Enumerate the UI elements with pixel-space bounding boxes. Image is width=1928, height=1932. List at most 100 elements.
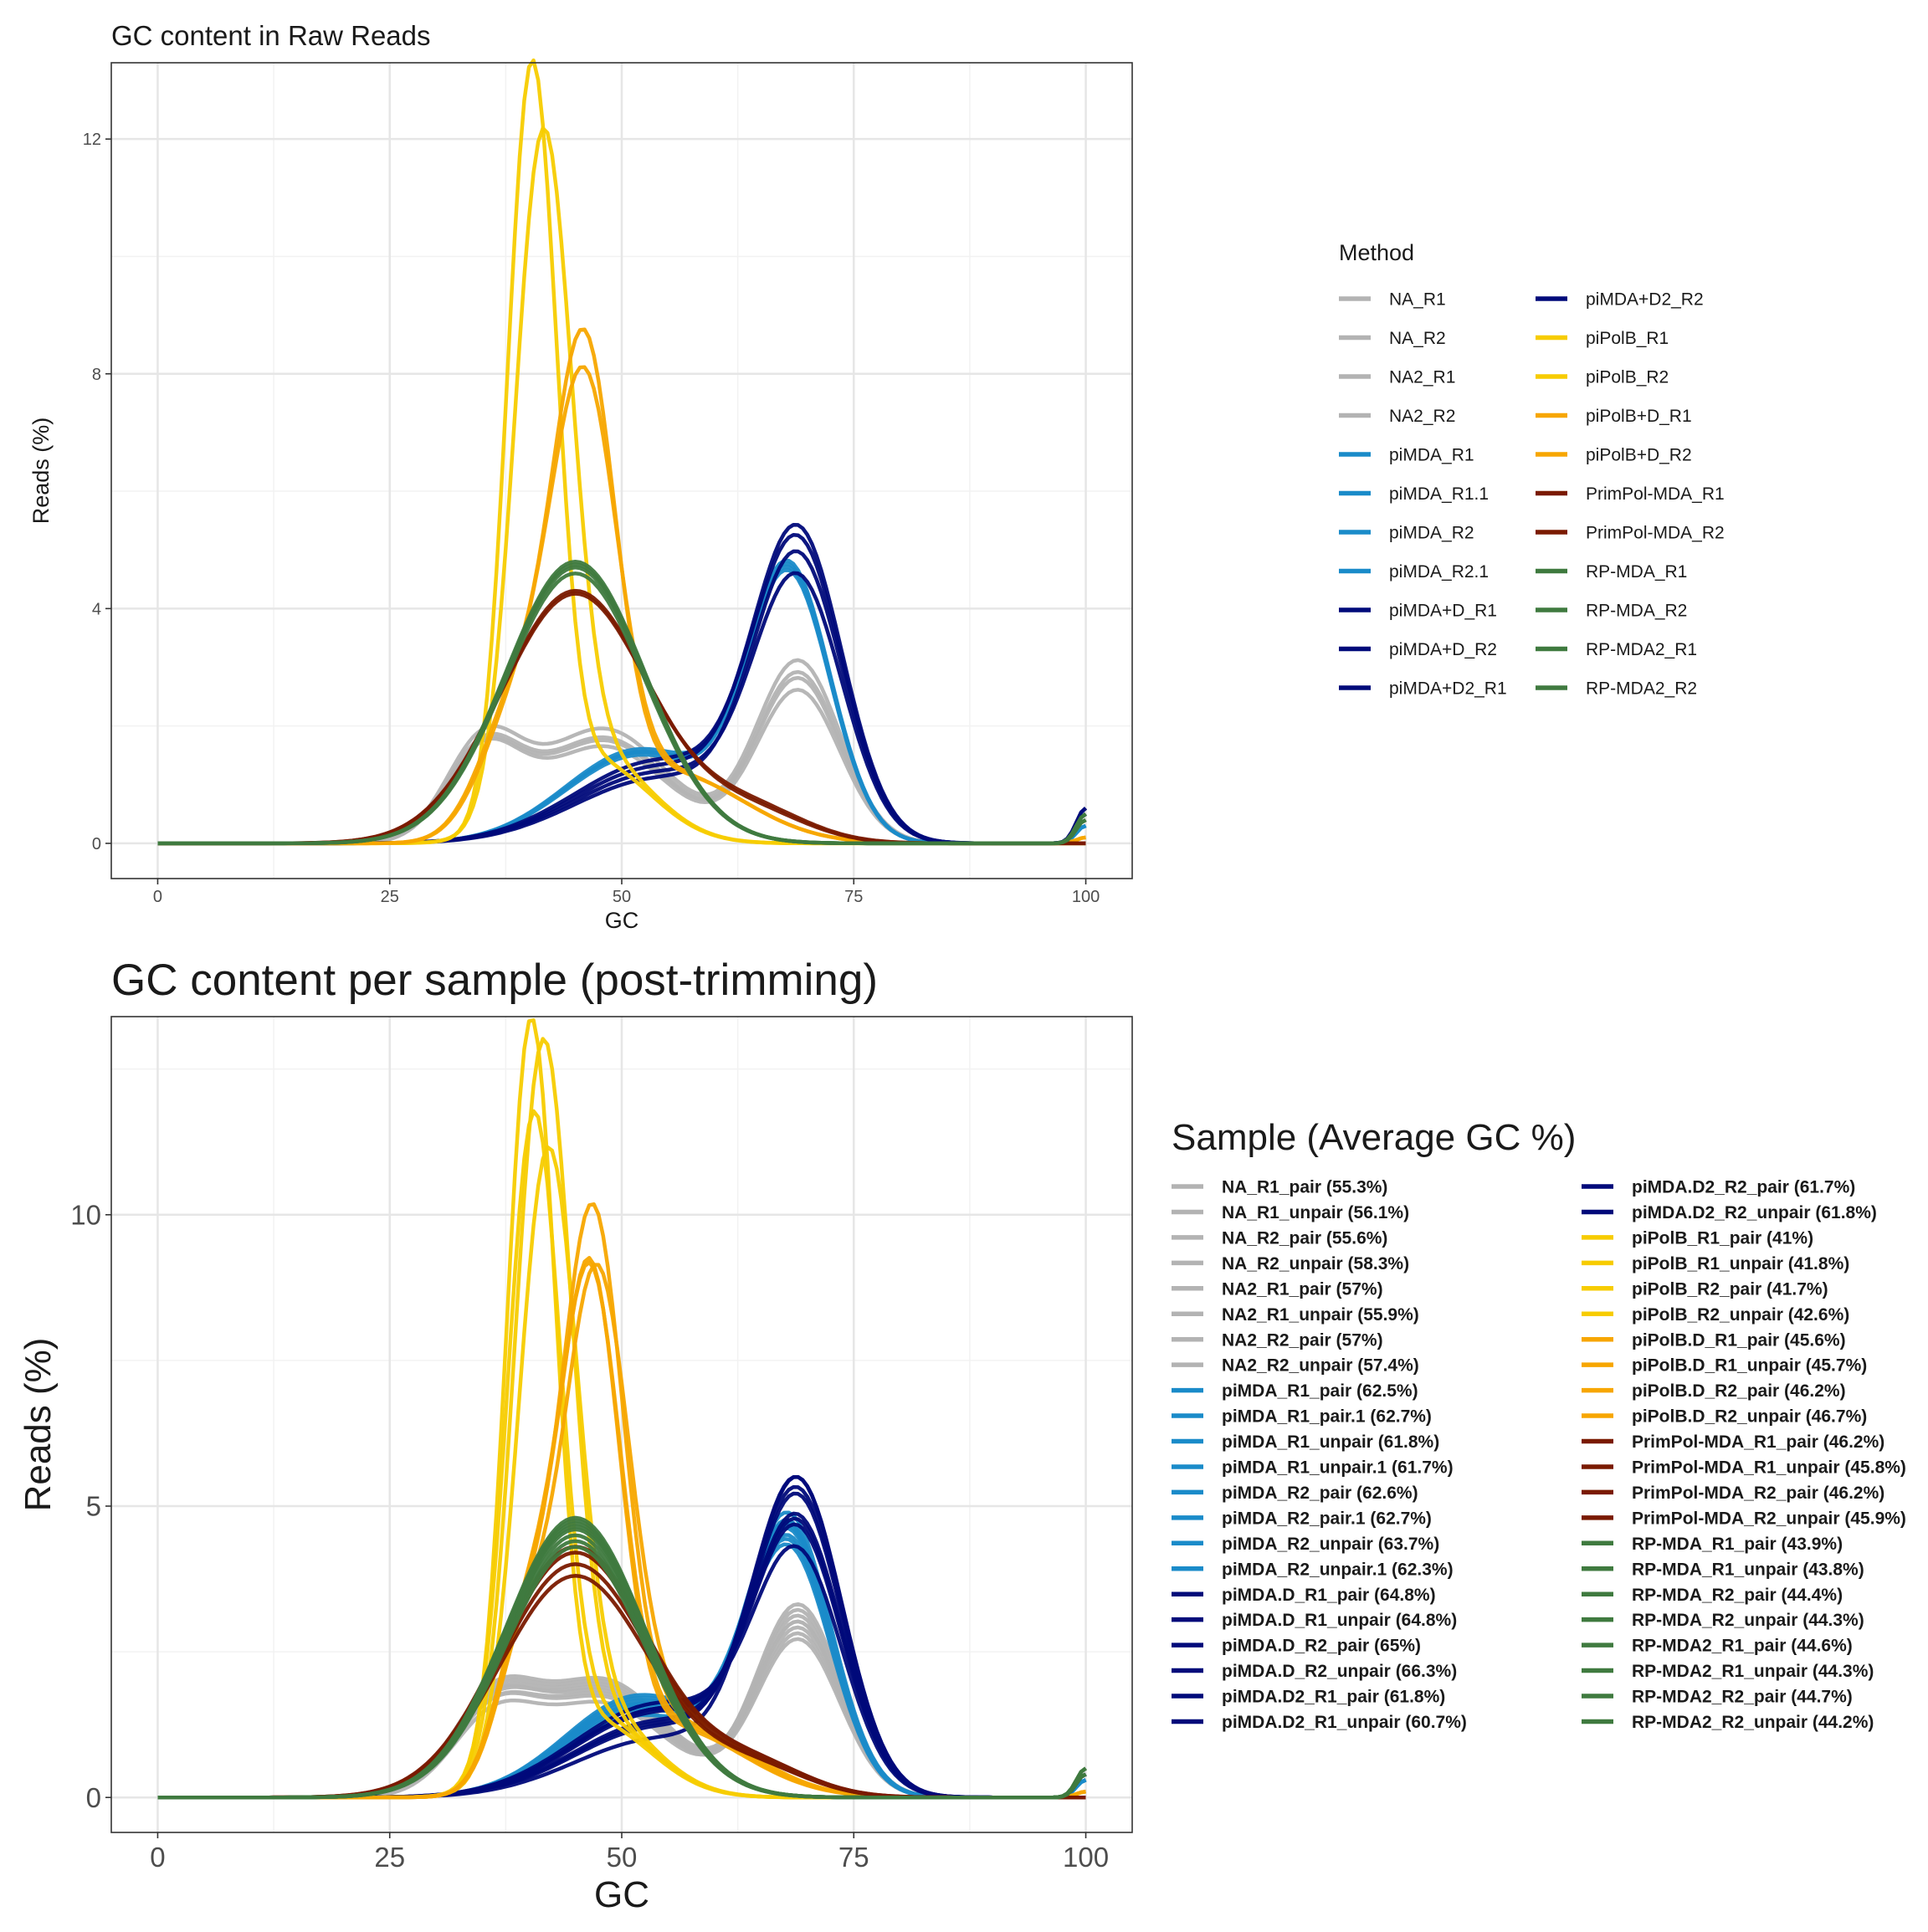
legend-item: PrimPol-MDA_R1_pair (46.2%) [1582,1432,1884,1452]
legend: NA_R1_pair (55.3%) NA_R1_unpair (56.1%) NA… [1172,1178,1906,1732]
legend-item: piMDA.D_R1_unpair (64.8%) [1172,1611,1457,1630]
legend-item: piMDA.D_R2_pair (65%) [1172,1637,1421,1656]
legend-label: NA_R1_unpair (56.1%) [1222,1203,1409,1222]
legend-label: RP-MDA2_R2_unpair (44.2%) [1632,1713,1874,1732]
legend-label: piPolB_R1_pair (41%) [1632,1228,1813,1248]
legend-label: NA_R2 [1389,329,1446,348]
legend-item: PrimPol-MDA_R2_unpair (45.9%) [1582,1509,1906,1528]
legend-item: piPolB_R1_pair (41%) [1582,1228,1813,1248]
legend-label: piMDA+D2_R1 [1389,679,1507,699]
x-tick-label: 50 [613,888,631,906]
legend-item: piMDA.D2_R1_pair (61.8%) [1172,1688,1445,1707]
legend-label: piPolB_R2_unpair (42.6%) [1632,1305,1849,1325]
legend-item: RP-MDA2_R2_pair (44.7%) [1582,1688,1853,1707]
legend-label: piMDA+D2_R2 [1586,290,1704,310]
legend-label: piMDA+D_R1 [1389,602,1497,621]
legend-item: NA_R1_pair (55.3%) [1172,1178,1387,1197]
legend-item: NA2_R1_unpair (55.9%) [1172,1305,1419,1325]
legend-label: piPolB_R2 [1586,368,1669,387]
y-tick-label: 8 [92,366,101,384]
legend-label: piMDA_R2.1 [1389,562,1489,582]
chart-title-raw-reads: GC content in Raw Reads [111,20,431,51]
series-group [157,58,1088,846]
legend-label: PrimPol-MDA_R2_pair (46.2%) [1632,1484,1884,1503]
legend-label: piMDA_R1_pair.1 (62.7%) [1222,1407,1432,1427]
legend-item: piMDA+D2_R1 [1339,679,1507,699]
legend-item: piMDA_R1_pair.1 (62.7%) [1172,1407,1432,1427]
chart-2: 0 25 50 75 100 0 5 10 GC Reads (%) NA_R1_pair (55.… [18,1016,1906,1915]
legend-item: RP-MDA2_R2 [1536,679,1697,699]
legend-item: piPolB+D_R1 [1536,407,1692,426]
legend-label: piMDA.D2_R1_unpair (60.7%) [1222,1713,1467,1732]
legend-item: PrimPol-MDA_R2_pair (46.2%) [1582,1484,1884,1503]
x-tick-label: 0 [150,1842,165,1873]
legend-item: NA_R2 [1339,329,1446,348]
legend-label: PrimPol-MDA_R2_unpair (45.9%) [1632,1509,1906,1528]
series-line-rp-mda2-r2-unpair-44-2 [157,1545,1087,1800]
legend-item: piPolB.D_R2_unpair (46.7%) [1582,1407,1867,1427]
legend-label: NA2_R1_pair (57%) [1222,1279,1383,1299]
legend-label: piPolB.D_R1_pair (45.6%) [1632,1330,1846,1350]
legend-item: piPolB_R2 [1536,368,1669,387]
legend-item: piMDA_R1 [1339,446,1474,465]
legend-label: piMDA.D2_R2_unpair (61.8%) [1632,1203,1877,1222]
legend-item: piPolB.D_R2_pair (46.2%) [1582,1381,1846,1401]
legend-item: piMDA+D_R1 [1339,602,1497,621]
legend-item: NA_R1 [1339,290,1446,310]
legend-item: piMDA+D_R2 [1339,640,1497,659]
legend-item: piMDA_R2_unpair (63.7%) [1172,1535,1439,1554]
legend-item: piMDA_R1_pair (62.5%) [1172,1381,1418,1401]
legend-label: piPolB_R2_pair (41.7%) [1632,1279,1828,1299]
legend-label: RP-MDA2_R1_pair (44.6%) [1632,1637,1853,1656]
legend-label: RP-MDA_R2_unpair (44.3%) [1632,1611,1864,1630]
legend-label: piMDA_R2_unpair (63.7%) [1222,1535,1439,1554]
legend-item: piMDA_R2_pair.1 (62.7%) [1172,1509,1432,1528]
legend-label: piMDA_R2_unpair.1 (62.3%) [1222,1560,1454,1579]
legend-label: piMDA.D_R2_pair (65%) [1222,1637,1421,1656]
legend-label: piMDA_R1_unpair (61.8%) [1222,1432,1439,1452]
legend-item: piMDA_R2_pair (62.6%) [1172,1484,1418,1503]
legend-item: PrimPol-MDA_R1_unpair (45.8%) [1582,1458,1906,1478]
legend-label: PrimPol-MDA_R1_unpair (45.8%) [1632,1458,1906,1478]
legend-item: RP-MDA_R2_unpair (44.3%) [1582,1611,1864,1630]
legend-item: RP-MDA2_R1_pair (44.6%) [1582,1637,1853,1656]
legend-item: NA_R1_unpair (56.1%) [1172,1203,1409,1222]
series-line-rp-mda2-r2 [157,571,1087,846]
legend-label: NA_R1 [1389,290,1446,310]
chart-1: 0 25 50 75 100 0 4 8 12 GC Reads (%) NA_R1 NA_R2 NA2_… [28,58,1725,933]
legend-label: piMDA.D_R1_pair (64.8%) [1222,1586,1436,1605]
legend-item: RP-MDA_R1 [1536,562,1687,582]
legend-item: NA_R2_pair (55.6%) [1172,1228,1387,1248]
legend-item: piMDA.D2_R1_unpair (60.7%) [1172,1713,1467,1732]
legend-label: NA2_R2_pair (57%) [1222,1330,1383,1350]
legend-item: PrimPol-MDA_R1 [1536,484,1725,504]
legend-label: piPolB+D_R1 [1586,407,1692,426]
legend-item: piPolB+D_R2 [1536,446,1692,465]
y-tick-label: 4 [92,600,101,618]
legend-label: RP-MDA2_R2_pair (44.7%) [1632,1688,1853,1707]
legend-title-method: Method [1339,240,1415,265]
x-tick-label: 75 [838,1842,869,1873]
legend-label: RP-MDA_R1 [1586,562,1687,582]
x-tick-label: 100 [1072,888,1100,906]
x-tick-label: 100 [1063,1842,1109,1873]
legend-label: NA_R2_pair (55.6%) [1222,1228,1387,1248]
legend-item: NA2_R1_pair (57%) [1172,1279,1383,1299]
legend-item: PrimPol-MDA_R2 [1536,524,1725,543]
legend-item: piPolB.D_R1_unpair (45.7%) [1582,1356,1867,1376]
legend-item: RP-MDA_R1_unpair (43.8%) [1582,1560,1864,1579]
legend-label: piPolB.D_R2_pair (46.2%) [1632,1381,1846,1401]
legend-label: piMDA_R2_pair (62.6%) [1222,1484,1418,1503]
legend-label: piMDA+D_R2 [1389,640,1497,659]
series-group [157,1018,1087,1800]
legend-item: piMDA+D2_R2 [1536,290,1704,310]
legend-label: PrimPol-MDA_R2 [1586,524,1725,543]
y-tick-label: 10 [70,1199,101,1230]
x-tick-label: 0 [153,888,162,906]
legend-label: RP-MDA_R2 [1586,602,1687,621]
legend-label: NA2_R1_unpair (55.9%) [1222,1305,1419,1325]
legend-item: piMDA_R1.1 [1339,484,1489,504]
legend-label: RP-MDA2_R2 [1586,679,1697,699]
legend-label: NA_R2_unpair (58.3%) [1222,1254,1409,1273]
